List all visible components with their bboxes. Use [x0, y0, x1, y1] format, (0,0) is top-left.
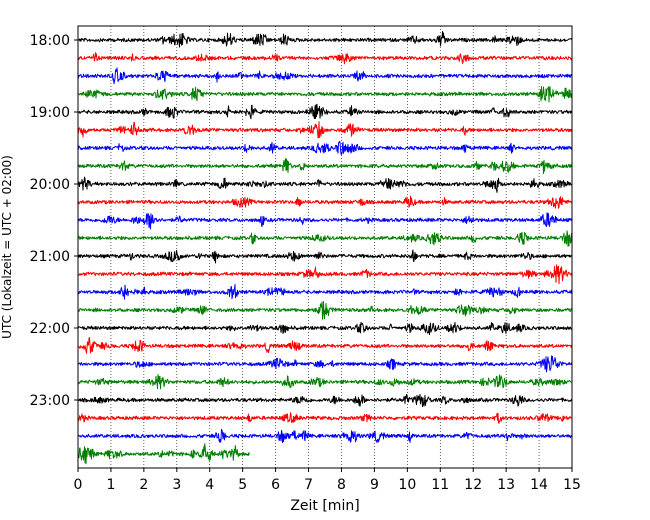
trace-line — [77, 428, 573, 444]
x-tick-label: 7 — [304, 477, 313, 493]
trace-line — [77, 31, 573, 48]
x-tick-label: 8 — [337, 477, 346, 493]
x-tick-label: 15 — [563, 477, 581, 493]
x-tick-label: 14 — [530, 477, 548, 493]
trace-line — [77, 412, 573, 424]
trace-line — [77, 140, 573, 156]
x-tick-label: 4 — [205, 477, 214, 493]
trace-line — [77, 86, 573, 103]
x-tick-label: 2 — [139, 477, 148, 493]
trace-line — [77, 176, 573, 193]
seismogram-traces — [77, 31, 573, 465]
trace-line — [77, 103, 573, 120]
x-axis-label: Zeit [min] — [290, 498, 359, 514]
x-tick-label: 5 — [238, 477, 247, 493]
trace-line — [77, 121, 573, 139]
trace-line — [77, 158, 573, 175]
trace-line — [77, 301, 573, 320]
x-tick-label: 1 — [106, 477, 115, 493]
trace-line — [77, 264, 573, 285]
plot-frame — [77, 25, 573, 469]
trace-line — [77, 249, 573, 264]
y-axis-ticks: 18:00 19:00 20:00 21:00 22:00 23:00 — [30, 33, 78, 409]
y-tick-label: 21:00 — [30, 249, 70, 265]
trace-line — [77, 67, 573, 85]
x-tick-label: 10 — [398, 477, 416, 493]
trace-line — [77, 212, 573, 230]
x-tick-label: 9 — [370, 477, 379, 493]
trace-line — [77, 195, 573, 209]
trace-line — [77, 443, 250, 465]
x-tick-label: 13 — [497, 477, 515, 493]
x-tick-label: 11 — [431, 477, 449, 493]
x-tick-label: 3 — [172, 477, 181, 493]
y-tick-label: 23:00 — [30, 393, 70, 409]
trace-line — [77, 284, 573, 300]
x-tick-label: 12 — [464, 477, 482, 493]
x-tick-label: 6 — [271, 477, 280, 493]
y-tick-label: 19:00 — [30, 105, 70, 121]
trace-line — [77, 393, 573, 408]
trace-line — [77, 230, 573, 247]
trace-line — [77, 321, 573, 336]
x-tick-label: 0 — [74, 477, 83, 493]
y-axis-label: UTC (Lokalzeit = UTC + 02:00) — [0, 155, 14, 339]
y-tick-label: 20:00 — [30, 177, 70, 193]
y-tick-label: 18:00 — [30, 33, 70, 49]
x-axis-ticks: 0 1 2 3 4 5 6 7 8 9 10 11 12 13 14 15 — [74, 468, 581, 493]
trace-line — [77, 337, 573, 354]
trace-line — [77, 373, 573, 390]
trace-line — [77, 52, 573, 65]
trace-line — [77, 355, 573, 373]
y-tick-label: 22:00 — [30, 321, 70, 337]
